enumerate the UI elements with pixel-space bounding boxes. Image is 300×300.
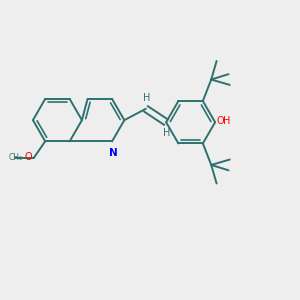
Text: N: N xyxy=(109,148,118,158)
Text: H: H xyxy=(143,93,150,103)
Text: H: H xyxy=(224,116,231,126)
Text: O: O xyxy=(217,116,224,126)
Text: CH₃: CH₃ xyxy=(9,153,23,162)
Text: H: H xyxy=(163,128,170,138)
Text: O: O xyxy=(25,152,32,162)
